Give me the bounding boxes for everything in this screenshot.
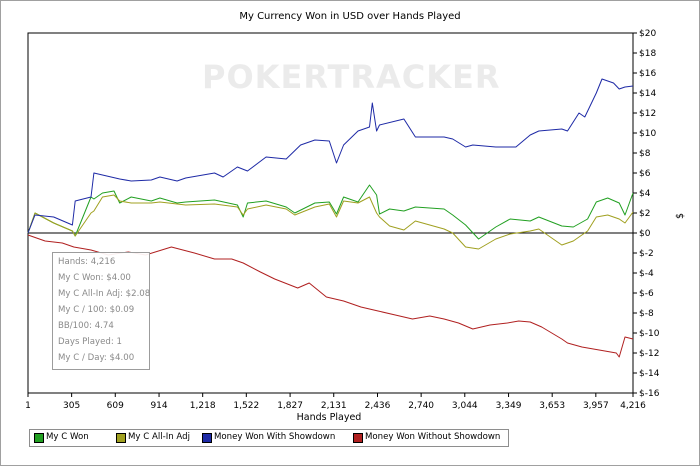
legend-label: Money Won With Showdown: [214, 432, 336, 442]
chart-title: My Currency Won in USD over Hands Played: [239, 11, 461, 22]
y-tick-label: $-2: [639, 249, 654, 259]
x-tick-label: 2,740: [408, 401, 434, 411]
series-line-my-c-all-in-adj: [27, 194, 634, 250]
y-tick-label: $6: [639, 169, 651, 179]
legend-label: My C All-In Adj: [128, 432, 191, 442]
x-tick-label: 2,131: [321, 401, 347, 411]
y-tick-label: $-6: [639, 289, 654, 299]
legend-label: My C Won: [46, 432, 89, 442]
x-tick-label: 1: [25, 401, 31, 411]
tooltip-days-played: Days Played: 1: [58, 337, 122, 347]
x-tick-label: 914: [150, 401, 167, 411]
x-tick-label: 3,957: [583, 401, 609, 411]
tooltip-hands: Hands: 4,216: [58, 257, 116, 267]
x-axis-label: Hands Played: [297, 412, 362, 423]
y-tick-label: $2: [639, 209, 650, 219]
x-tick-label: 609: [107, 401, 124, 411]
chart-legend: My C Won My C All-In Adj Money Won With …: [29, 429, 509, 447]
y-tick-label: $10: [639, 129, 656, 139]
y-tick-label: $-14: [639, 369, 660, 379]
x-tick-label: 1,218: [190, 401, 216, 411]
x-tick-label: 4,216: [620, 401, 646, 411]
y-tick-label: $18: [639, 49, 656, 59]
tooltip-bb-100: BB/100: 4.74: [58, 321, 114, 331]
y-tick-label: $-16: [639, 389, 660, 399]
y-tick-label: $-10: [639, 329, 660, 339]
y-tick-label: $12: [639, 109, 656, 119]
legend-swatch: [34, 433, 44, 443]
x-tick-label: 3,044: [452, 401, 478, 411]
legend-label: Money Won Without Showdown: [365, 432, 501, 442]
y-tick-label: $4: [639, 189, 651, 199]
y-tick-label: $8: [639, 149, 651, 159]
y-tick-label: $16: [639, 69, 656, 79]
y-tick-label: $20: [639, 29, 656, 39]
tooltip-allin-adj: My C All-In Adj: $2.08: [58, 289, 151, 299]
legend-swatch: [202, 433, 212, 443]
y-axis-ticks: $20 $18 $16 $14 $12 $10 $8 $6 $4 $2 $0 $-2 $-4 $-6 $-8…: [633, 29, 660, 399]
series-line-money-won-with-showdown: [27, 78, 634, 234]
x-axis-ticks: 1 305 609 914 1,218 1,522 1,827 2,131 2,436 2,740…: [25, 393, 646, 411]
legend-swatch: [116, 433, 126, 443]
pokertracker-watermark: POKERTRACKER: [202, 58, 501, 96]
x-tick-label: 305: [63, 401, 80, 411]
y-tick-label: $-4: [639, 269, 654, 279]
legend-swatch: [353, 433, 363, 443]
x-tick-label: 1,522: [233, 401, 259, 411]
x-tick-label: 1,827: [277, 401, 303, 411]
series-line-my-c-won: [27, 184, 634, 240]
y-tick-label: $-12: [639, 349, 659, 359]
y-tick-label: $-8: [639, 309, 654, 319]
hover-tooltip: Hands: 4,216 My C Won: $4.00 My C All-In…: [52, 252, 150, 370]
y-tick-label: $0: [639, 229, 651, 239]
tooltip-per-day: My C / Day: $4.00: [58, 353, 135, 363]
tooltip-per-100: My C / 100: $0.09: [58, 305, 135, 315]
x-tick-label: 2,436: [365, 401, 391, 411]
x-tick-label: 3,653: [539, 401, 565, 411]
y-tick-label: $14: [639, 89, 656, 99]
y-axis-label: $: [675, 213, 686, 219]
x-tick-label: 3,349: [496, 401, 522, 411]
tooltip-won: My C Won: $4.00: [58, 273, 131, 283]
